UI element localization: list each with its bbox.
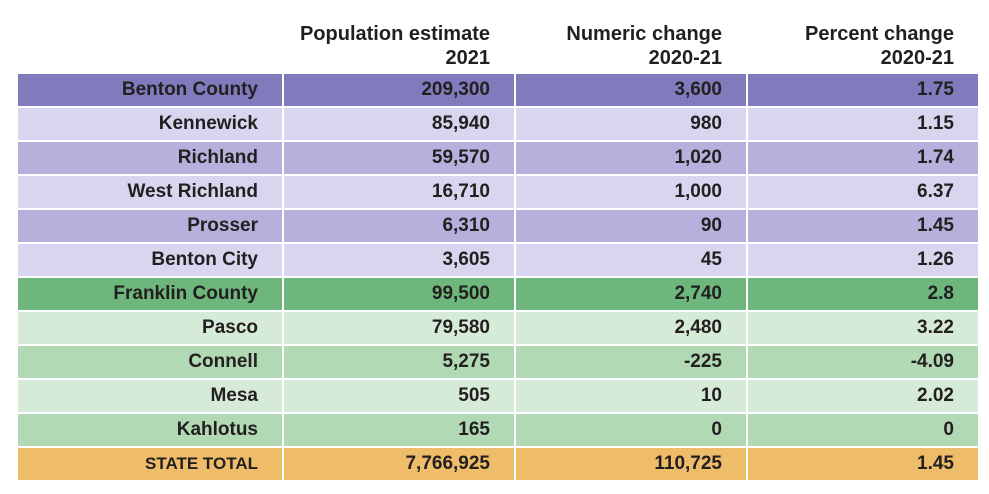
cell: 2.02 — [748, 380, 978, 412]
table-body: Benton County 209,300 3,600 1.75 Kennewick 85… — [18, 74, 978, 480]
cell: 99,500 — [284, 278, 514, 310]
cell: 1.45 — [748, 448, 978, 480]
cell: 1,000 — [516, 176, 746, 208]
cell: 505 — [284, 380, 514, 412]
row-label: Pasco — [18, 312, 282, 344]
cell: 10 — [516, 380, 746, 412]
header-row: Population estimate 2021 Numeric change 20… — [18, 16, 978, 72]
table-row: Franklin County 99,500 2,740 2.8 — [18, 278, 978, 310]
header-line: Numeric change — [566, 23, 722, 45]
table-row: Pasco 79,580 2,480 3.22 — [18, 312, 978, 344]
cell: 59,570 — [284, 142, 514, 174]
header-line: 2020-21 — [880, 47, 954, 69]
cell: 45 — [516, 244, 746, 276]
header-line: Population estimate — [299, 23, 490, 45]
header-line: 2020-21 — [648, 47, 722, 69]
cell: 1.74 — [748, 142, 978, 174]
table-row: STATE TOTAL 7,766,925 110,725 1.45 — [18, 448, 978, 480]
cell: 3.22 — [748, 312, 978, 344]
row-label: Kennewick — [18, 108, 282, 140]
row-label: Mesa — [18, 380, 282, 412]
population-table: Population estimate 2021 Numeric change 20… — [16, 14, 980, 482]
row-label: Franklin County — [18, 278, 282, 310]
row-label: West Richland — [18, 176, 282, 208]
cell: 7,766,925 — [284, 448, 514, 480]
cell: 5,275 — [284, 346, 514, 378]
cell: 0 — [748, 414, 978, 446]
cell: 6.37 — [748, 176, 978, 208]
cell: 1.75 — [748, 74, 978, 106]
row-label: STATE TOTAL — [18, 448, 282, 480]
column-header: Population estimate 2021 — [284, 16, 514, 72]
cell: 1,020 — [516, 142, 746, 174]
cell: -4.09 — [748, 346, 978, 378]
cell: 2,480 — [516, 312, 746, 344]
cell: 980 — [516, 108, 746, 140]
cell: 3,600 — [516, 74, 746, 106]
cell: 165 — [284, 414, 514, 446]
cell: 79,580 — [284, 312, 514, 344]
row-label: Prosser — [18, 210, 282, 242]
table-row: Mesa 505 10 2.02 — [18, 380, 978, 412]
cell: 1.15 — [748, 108, 978, 140]
table-row: Richland 59,570 1,020 1.74 — [18, 142, 978, 174]
cell: 2,740 — [516, 278, 746, 310]
cell: 1.45 — [748, 210, 978, 242]
table-row: Connell 5,275 -225 -4.09 — [18, 346, 978, 378]
table-row: Benton City 3,605 45 1.26 — [18, 244, 978, 276]
row-label: Benton County — [18, 74, 282, 106]
cell: 90 — [516, 210, 746, 242]
table-row: Prosser 6,310 90 1.45 — [18, 210, 978, 242]
header-line: 2021 — [445, 47, 491, 69]
cell: 2.8 — [748, 278, 978, 310]
table-row: Kennewick 85,940 980 1.15 — [18, 108, 978, 140]
column-header: Numeric change 2020-21 — [516, 16, 746, 72]
cell: -225 — [516, 346, 746, 378]
header-blank — [18, 16, 282, 72]
table-row: Kahlotus 165 0 0 — [18, 414, 978, 446]
table-row: Benton County 209,300 3,600 1.75 — [18, 74, 978, 106]
row-label: Benton City — [18, 244, 282, 276]
row-label: Connell — [18, 346, 282, 378]
header-line: Percent change — [805, 23, 954, 45]
column-header: Percent change 2020-21 — [748, 16, 978, 72]
row-label: Richland — [18, 142, 282, 174]
row-label: Kahlotus — [18, 414, 282, 446]
cell: 85,940 — [284, 108, 514, 140]
cell: 209,300 — [284, 74, 514, 106]
cell: 0 — [516, 414, 746, 446]
cell: 1.26 — [748, 244, 978, 276]
table-row: West Richland 16,710 1,000 6.37 — [18, 176, 978, 208]
cell: 6,310 — [284, 210, 514, 242]
cell: 110,725 — [516, 448, 746, 480]
cell: 16,710 — [284, 176, 514, 208]
cell: 3,605 — [284, 244, 514, 276]
